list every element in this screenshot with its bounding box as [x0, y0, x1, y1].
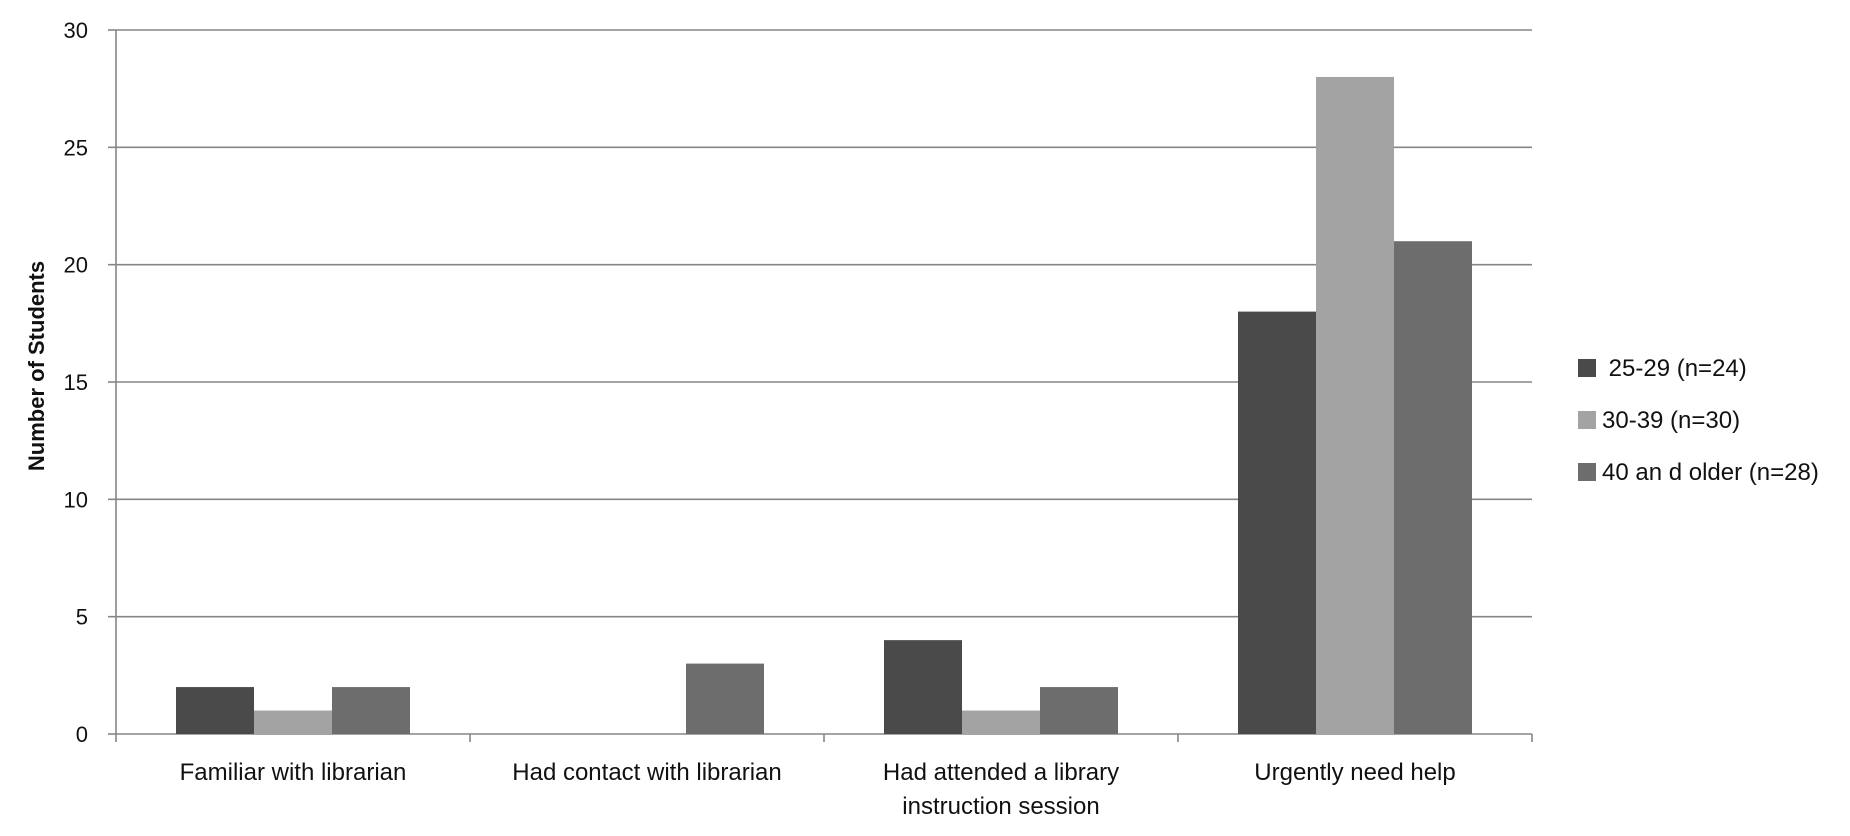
y-tick-label: 0: [76, 722, 88, 747]
y-tick-labels: 0 5 10 15 20 25 30: [64, 18, 88, 747]
y-tick-label: 15: [64, 370, 88, 395]
legend-label: 30-39 (n=30): [1602, 407, 1740, 434]
bar: [176, 687, 254, 734]
bar: [884, 640, 962, 734]
bar: [686, 663, 764, 734]
category-label: Urgently need help: [1254, 759, 1455, 786]
bar: [1040, 687, 1118, 734]
bar: [332, 687, 410, 734]
legend-swatch: [1578, 359, 1596, 377]
legend-label: 25-29 (n=24): [1602, 355, 1747, 382]
legend-label: 40 an d older (n=28): [1602, 459, 1819, 486]
category-label: Familiar with librarian: [180, 759, 407, 786]
legend-swatch: [1578, 411, 1596, 429]
category-labels: Familiar with librarian Had contact with …: [180, 759, 1456, 820]
category-label: Had attended a library: [883, 759, 1119, 786]
bars: [176, 76, 1472, 734]
bar: [254, 710, 332, 734]
bar: [962, 710, 1040, 734]
y-axis-label: Number of Students: [24, 261, 49, 471]
y-tick-label: 10: [64, 487, 88, 512]
bar: [1238, 311, 1316, 734]
y-tick-label: 30: [64, 18, 88, 43]
y-tick-label: 25: [64, 135, 88, 160]
category-label: instruction session: [902, 793, 1099, 820]
bar: [1316, 76, 1394, 734]
y-tick-label: 5: [76, 605, 88, 630]
y-tick-label: 20: [64, 253, 88, 278]
legend: 25-29 (n=24) 30-39 (n=30) 40 an d older (n…: [1578, 355, 1819, 486]
legend-swatch: [1578, 463, 1596, 481]
bar: [1394, 241, 1472, 734]
category-label: Had contact with librarian: [512, 759, 781, 786]
